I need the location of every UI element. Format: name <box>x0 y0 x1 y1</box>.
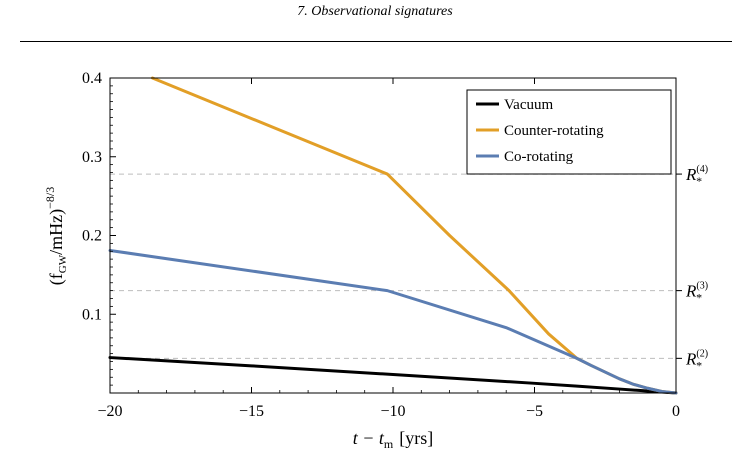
y-tick-label: 0.3 <box>82 149 102 166</box>
x-tick-label: 0 <box>672 403 680 420</box>
series-line-co-rotating <box>108 248 678 395</box>
series-line-vacuum <box>108 356 678 395</box>
y-axis-label: (fGW/mHz)−8/3 <box>43 187 69 285</box>
header-rule <box>20 41 732 42</box>
legend-box <box>466 89 672 175</box>
legend-entry: Vacuum <box>504 97 553 113</box>
legend-entry: Counter-rotating <box>504 123 604 139</box>
x-tick-label: −10 <box>380 403 405 420</box>
reference-label: R(2) * <box>685 348 708 372</box>
reference-label: R(3) * <box>685 281 708 305</box>
x-tick-label: −20 <box>97 403 122 420</box>
y-tick-label: 0.2 <box>82 228 102 245</box>
x-tick-label: −5 <box>526 403 543 420</box>
reference-label: R(4) * <box>685 164 708 188</box>
x-tick-label: −15 <box>239 403 264 420</box>
y-tick-label: 0.1 <box>82 306 102 323</box>
legend-entry: Co-rotating <box>504 149 574 165</box>
legend: Vacuum Counter-rotating Co-rotating <box>466 89 672 175</box>
y-tick-label: 0.4 <box>82 70 102 87</box>
running-header: 7. Observational signatures <box>297 4 453 19</box>
x-axis-label: t − tm [yrs] <box>353 428 434 451</box>
